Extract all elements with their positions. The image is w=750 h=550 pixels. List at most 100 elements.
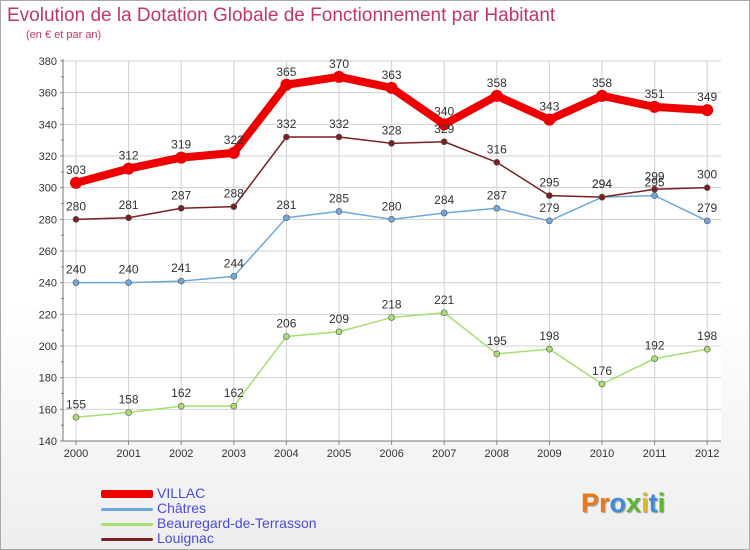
logo-letter: P xyxy=(581,488,600,518)
legend-swatch-beauregard xyxy=(101,522,153,526)
x-tick-label: 2000 xyxy=(64,448,88,460)
data-point xyxy=(230,402,238,410)
data-label: 198 xyxy=(697,329,717,343)
data-label: 316 xyxy=(487,142,507,156)
data-label: 295 xyxy=(539,176,559,190)
y-tick-label: 280 xyxy=(39,214,57,226)
data-point xyxy=(440,138,448,146)
data-label: 240 xyxy=(119,263,139,277)
data-label: 206 xyxy=(276,317,296,331)
data-point xyxy=(546,217,553,225)
data-label: 349 xyxy=(697,90,717,104)
data-point xyxy=(598,193,606,201)
data-label: 176 xyxy=(592,364,612,378)
x-tick-label: 2004 xyxy=(274,448,298,460)
data-point xyxy=(598,380,606,388)
data-point xyxy=(596,89,608,102)
y-tick-label: 300 xyxy=(39,183,57,195)
data-label: 284 xyxy=(434,193,454,207)
x-tick-label: 2010 xyxy=(590,448,614,460)
data-label: 288 xyxy=(224,187,244,201)
data-label: 295 xyxy=(645,176,665,190)
data-point xyxy=(177,204,185,212)
data-label: 198 xyxy=(539,329,559,343)
data-label: 162 xyxy=(224,386,244,400)
data-label: 287 xyxy=(171,188,191,202)
data-label: 158 xyxy=(119,393,139,407)
x-tick-label: 2007 xyxy=(432,448,456,460)
data-label: 358 xyxy=(592,76,612,90)
y-tick-label: 180 xyxy=(39,373,57,385)
legend-item-louignac: Louignac xyxy=(101,531,317,546)
data-label: 240 xyxy=(66,263,86,277)
data-point xyxy=(230,203,238,210)
data-label: 294 xyxy=(592,177,612,191)
data-label: 195 xyxy=(487,334,507,348)
data-point xyxy=(70,176,82,189)
x-tick-label: 2008 xyxy=(485,448,509,460)
data-point xyxy=(493,350,501,358)
data-point xyxy=(703,184,711,191)
data-label: 299 xyxy=(645,169,665,183)
data-label: 340 xyxy=(434,104,454,118)
data-label: 281 xyxy=(276,198,296,212)
data-point xyxy=(177,277,185,285)
chart-subtitle: (en € et par an) xyxy=(26,29,102,41)
logo-letter: o xyxy=(609,488,627,518)
data-point xyxy=(125,409,132,416)
x-tick-label: 2009 xyxy=(537,448,561,460)
y-tick-label: 160 xyxy=(39,404,57,416)
data-point xyxy=(388,314,395,321)
legend-label-villac: VILLAC xyxy=(157,485,206,501)
data-point xyxy=(651,185,658,193)
data-label: 351 xyxy=(645,87,665,101)
logo-letter: t xyxy=(648,488,658,518)
data-point xyxy=(335,208,343,215)
data-point xyxy=(283,133,290,141)
data-label: 241 xyxy=(171,261,191,275)
y-tick-label: 240 xyxy=(39,278,57,290)
data-label: 303 xyxy=(66,163,86,177)
y-tick-label: 200 xyxy=(39,341,57,353)
data-label: 332 xyxy=(276,117,296,131)
data-label: 358 xyxy=(487,76,507,90)
data-point xyxy=(546,192,553,199)
data-label: 162 xyxy=(171,386,191,400)
data-label: 279 xyxy=(539,201,559,215)
data-point xyxy=(177,402,185,410)
data-label: 281 xyxy=(119,198,139,212)
data-point xyxy=(388,140,395,147)
data-label: 363 xyxy=(382,68,402,82)
data-label: 209 xyxy=(329,312,349,326)
data-point xyxy=(72,216,80,223)
y-tick-label: 340 xyxy=(39,119,57,131)
legend-item-beauregard: Beauregard-de-Terrasson xyxy=(101,516,317,531)
data-point xyxy=(703,217,711,225)
data-point xyxy=(122,162,135,175)
legend-swatch-chatres xyxy=(101,507,153,511)
data-point xyxy=(283,333,290,340)
logo-letter: i xyxy=(657,488,666,518)
logo-letter: x xyxy=(626,488,642,518)
data-point xyxy=(230,273,238,280)
data-point xyxy=(651,355,658,362)
x-tick-label: 2012 xyxy=(695,448,719,460)
y-tick-label: 140 xyxy=(39,436,57,448)
y-tick-label: 260 xyxy=(39,246,57,258)
data-point xyxy=(703,345,711,353)
data-point xyxy=(493,204,501,212)
logo-letter: r xyxy=(599,488,610,518)
y-tick-label: 220 xyxy=(39,309,57,321)
proxiti-logo: Proxiti xyxy=(581,488,665,519)
data-label: 218 xyxy=(382,298,402,312)
data-label: 365 xyxy=(276,65,296,79)
legend-label-louignac: Louignac xyxy=(157,530,214,546)
data-point xyxy=(385,81,398,94)
data-point xyxy=(227,146,240,159)
data-point xyxy=(388,216,395,223)
data-label: 287 xyxy=(487,188,507,202)
data-label: 244 xyxy=(224,256,244,270)
y-tick-label: 320 xyxy=(39,151,57,163)
